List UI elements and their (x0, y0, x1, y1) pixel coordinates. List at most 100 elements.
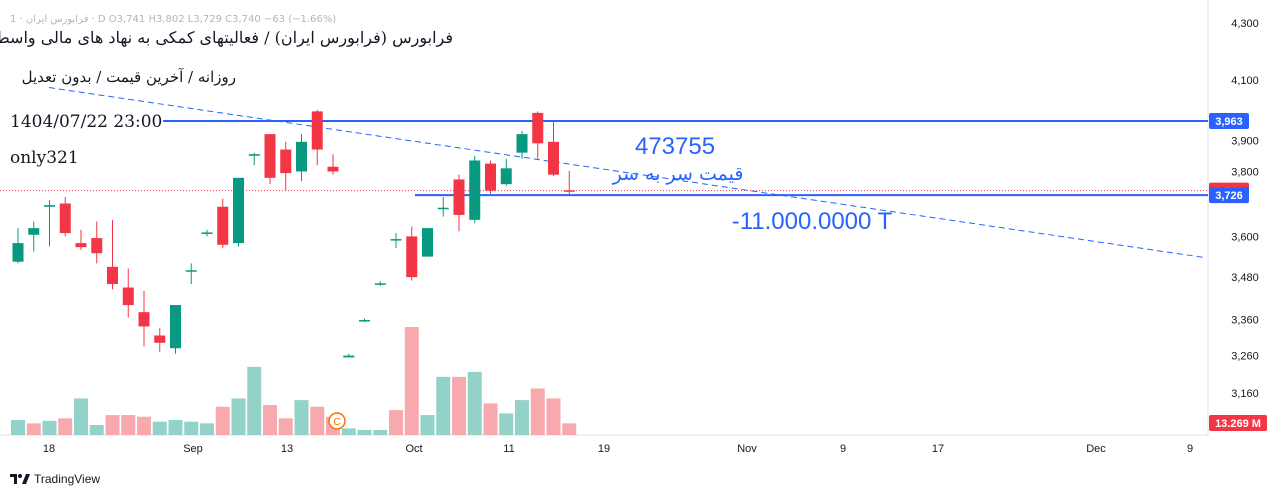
candle-body (532, 112, 544, 144)
candle-body (311, 111, 323, 150)
candle-body (485, 163, 496, 191)
x-tick-label: Nov (737, 443, 757, 455)
volume-bar (467, 371, 482, 435)
candle-body (469, 160, 481, 220)
candle-body (154, 335, 166, 343)
volume-bar (515, 400, 529, 435)
chart-datetime: 1404/07/22 23:00 (10, 112, 163, 132)
candle-body (327, 166, 339, 172)
y-tick-label: 3,900 (1231, 135, 1259, 147)
candle-body (406, 236, 418, 278)
volume-bar (247, 366, 262, 435)
volume-bar (200, 423, 214, 435)
price-badge-label: 3,726 (1215, 190, 1243, 202)
volume-bar (389, 410, 403, 435)
chart-author: only321 (10, 148, 79, 168)
x-tick-label: 9 (840, 443, 846, 455)
x-tick-label: 19 (598, 443, 610, 455)
volume-bar (436, 376, 451, 435)
candle-body (453, 179, 465, 215)
volume-bar (11, 420, 25, 435)
x-tick-label: 13 (281, 443, 293, 455)
candle-body (28, 228, 40, 235)
candle-body (280, 149, 292, 174)
volume-bar (310, 406, 325, 435)
y-tick-label: 3,600 (1231, 231, 1259, 243)
price-badge (1209, 113, 1249, 130)
volume-badge (1209, 415, 1267, 431)
x-tick-label: 9 (1187, 443, 1193, 455)
volume-bar (89, 425, 104, 435)
candle-body (390, 239, 402, 241)
brand-name: TradingView (34, 472, 101, 486)
candle-body (185, 270, 197, 272)
volume-bar (341, 428, 356, 435)
price-badge (1209, 187, 1249, 204)
price-badge-label: 3,963 (1215, 116, 1243, 128)
volume-bar (168, 420, 183, 435)
tradingview-logo-icon (10, 474, 30, 484)
volume-bar (152, 421, 167, 435)
candle-body (44, 205, 55, 207)
volume-bar (137, 416, 151, 435)
candle-body (548, 141, 559, 175)
candle-body (500, 168, 512, 185)
candle-body (437, 207, 449, 210)
x-tick-label: Sep (183, 443, 203, 455)
trend-line (48, 87, 1206, 259)
candle-body (233, 177, 244, 244)
y-tick-label: 4,300 (1231, 18, 1259, 30)
volume-badge-label: 13.269 M (1215, 418, 1261, 430)
candle-body (59, 203, 71, 234)
annotation-breakeven: قیمت سر به سر (612, 163, 744, 185)
volume-bar (530, 388, 545, 435)
volume-bar (499, 413, 514, 435)
corporate-event-label: C (333, 417, 340, 428)
candle-body (170, 305, 181, 349)
y-tick-label: 3,480 (1231, 272, 1259, 284)
candle-body (122, 287, 134, 306)
y-tick-label: 3,800 (1231, 166, 1259, 178)
volume-bar (263, 405, 277, 435)
x-tick-label: Oct (405, 443, 422, 455)
volume-bar (184, 421, 199, 435)
candle-body (201, 232, 213, 234)
candle-body (264, 134, 276, 178)
volume-bar (483, 403, 498, 435)
y-tick-label: 3,260 (1231, 351, 1259, 363)
y-tick-label: 4,100 (1231, 75, 1259, 87)
candle-body (343, 355, 355, 358)
volume-bar (231, 398, 246, 435)
volume-bar (373, 430, 388, 435)
volume-bar (404, 327, 419, 435)
y-tick-label: 3,360 (1231, 314, 1259, 326)
volume-bar (105, 415, 120, 435)
x-tick-label: 11 (503, 443, 514, 455)
x-tick-label: Dec (1086, 443, 1106, 455)
ohlc-readout: فرابورس ایران · 1 · D O3,741 H3,802 L3,7… (10, 14, 337, 25)
volume-bar (278, 418, 293, 435)
candle-body (516, 134, 528, 153)
candle-body (138, 312, 150, 327)
candle-body (563, 190, 575, 192)
volume-bar (546, 398, 561, 435)
tradingview-brand[interactable]: TradingView (10, 472, 100, 486)
volume-bar (26, 423, 41, 435)
candle-body (75, 243, 87, 248)
volume-bar (121, 415, 136, 435)
volume-bar (42, 420, 57, 435)
candle-body (359, 320, 370, 322)
volume-bar (420, 415, 435, 435)
candle-body (217, 206, 229, 245)
annotation-number: 473755 (635, 133, 715, 160)
chart-title: فرابورس (فرابورس ایران) / فعالیتهای کمکی… (0, 28, 453, 47)
y-tick-label: 3,160 (1231, 388, 1259, 400)
volume-bar (215, 406, 230, 435)
candle-body (248, 154, 260, 156)
volume-bar (58, 418, 73, 435)
candle-body (91, 238, 103, 254)
volume-bar (74, 398, 88, 435)
candle-body (12, 243, 24, 262)
